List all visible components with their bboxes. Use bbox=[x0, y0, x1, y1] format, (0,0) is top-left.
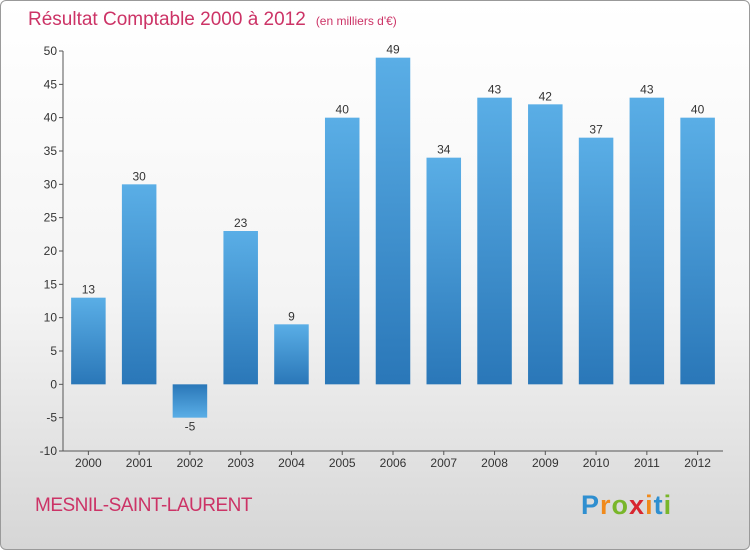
bar-2006 bbox=[375, 57, 411, 385]
chart-title: Résultat Comptable 2000 à 2012 (en millie… bbox=[28, 9, 397, 31]
x-tick-label-2010: 2010 bbox=[583, 456, 610, 470]
y-tick-label: 35 bbox=[44, 144, 58, 158]
chart-title-text: Résultat Comptable 2000 à 2012 bbox=[28, 9, 306, 30]
bar-2007 bbox=[426, 157, 462, 385]
place-name: MESNIL-SAINT-LAURENT bbox=[35, 495, 252, 516]
logo-letter: i bbox=[663, 490, 673, 520]
x-tick-label-2004: 2004 bbox=[278, 456, 305, 470]
bar-2004 bbox=[274, 324, 309, 385]
bar-2009 bbox=[528, 104, 563, 385]
y-tick-label: 10 bbox=[44, 311, 58, 325]
y-tick-label: 5 bbox=[50, 344, 57, 358]
value-label-2000: 13 bbox=[82, 283, 96, 297]
x-tick-label-2005: 2005 bbox=[329, 456, 356, 470]
logo-letter: o bbox=[611, 490, 630, 520]
value-label-2007: 34 bbox=[437, 143, 451, 157]
logo-letter: r bbox=[600, 490, 612, 520]
bar-2011 bbox=[629, 97, 665, 385]
value-label-2006: 49 bbox=[386, 43, 400, 57]
value-label-2002: -5 bbox=[185, 420, 196, 434]
y-tick-label: 15 bbox=[44, 277, 58, 291]
x-tick-label-2012: 2012 bbox=[684, 456, 711, 470]
bar-2008 bbox=[477, 97, 512, 385]
x-tick-label-2009: 2009 bbox=[532, 456, 559, 470]
value-label-2004: 9 bbox=[288, 309, 295, 323]
y-tick-label: 20 bbox=[44, 244, 58, 258]
proxiti-logo: Proxiti bbox=[581, 490, 672, 521]
bar-2010 bbox=[578, 137, 614, 385]
y-tick-label: -5 bbox=[46, 411, 57, 425]
x-tick-label-2006: 2006 bbox=[380, 456, 407, 470]
value-label-2010: 37 bbox=[589, 123, 603, 137]
logo-letter: i bbox=[645, 490, 654, 520]
chart-value-labels: 13 30 -5 23 9 40 49 34 43 42 37 43 40 bbox=[82, 43, 705, 434]
bar-2001 bbox=[121, 184, 157, 385]
bar-2003 bbox=[223, 231, 258, 385]
y-tick-label: 25 bbox=[44, 211, 58, 225]
y-tick-label: 30 bbox=[44, 177, 58, 191]
value-label-2005: 40 bbox=[336, 103, 350, 117]
x-tick-label-2007: 2007 bbox=[430, 456, 457, 470]
x-tick-label-2003: 2003 bbox=[227, 456, 254, 470]
logo-letter: P bbox=[581, 490, 601, 520]
chart-axes: -10 -5 0 5 10 15 20 25 30 35 40 45 50 2000 2001 2002 200… bbox=[40, 44, 723, 470]
logo-letter: x bbox=[629, 490, 646, 520]
bar-2012 bbox=[680, 117, 715, 385]
bar-2002 bbox=[172, 384, 208, 418]
bar-2005 bbox=[324, 117, 360, 385]
y-tick-label: 45 bbox=[44, 77, 58, 91]
chart-bars bbox=[71, 57, 715, 418]
value-label-2012: 40 bbox=[691, 103, 705, 117]
y-tick-label: 40 bbox=[44, 111, 58, 125]
value-label-2009: 42 bbox=[539, 89, 553, 103]
x-tick-label-2002: 2002 bbox=[177, 456, 204, 470]
y-tick-label: 50 bbox=[44, 44, 58, 58]
value-label-2008: 43 bbox=[488, 83, 502, 97]
chart-subtitle: (en milliers d'€) bbox=[315, 14, 397, 28]
x-tick-label-2011: 2011 bbox=[634, 456, 660, 470]
value-label-2001: 30 bbox=[132, 169, 146, 183]
logo-letter: t bbox=[653, 490, 664, 520]
value-label-2003: 23 bbox=[234, 216, 248, 230]
y-tick-label: -10 bbox=[40, 444, 58, 458]
y-tick-label: 0 bbox=[50, 377, 57, 391]
x-tick-label-2008: 2008 bbox=[481, 456, 508, 470]
value-label-2011: 43 bbox=[640, 83, 654, 97]
x-tick-label-2000: 2000 bbox=[75, 456, 102, 470]
bar-2000 bbox=[71, 297, 106, 385]
x-tick-label-2001: 2001 bbox=[126, 456, 153, 470]
